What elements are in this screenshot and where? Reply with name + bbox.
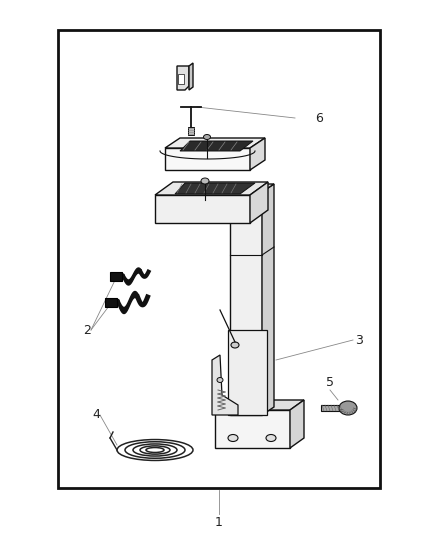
- Text: 4: 4: [92, 408, 100, 422]
- Ellipse shape: [217, 377, 223, 383]
- Polygon shape: [189, 63, 193, 90]
- Bar: [110, 272, 122, 281]
- Polygon shape: [175, 183, 255, 194]
- Polygon shape: [188, 127, 194, 135]
- Text: 6: 6: [315, 111, 323, 125]
- Polygon shape: [165, 138, 265, 148]
- Polygon shape: [180, 141, 253, 151]
- Polygon shape: [228, 330, 267, 415]
- Polygon shape: [290, 400, 304, 448]
- Polygon shape: [177, 66, 189, 90]
- Polygon shape: [215, 410, 290, 448]
- Ellipse shape: [204, 134, 211, 140]
- Polygon shape: [262, 184, 274, 415]
- Bar: [321, 405, 343, 411]
- Text: 1: 1: [215, 515, 223, 529]
- Polygon shape: [215, 400, 304, 410]
- Polygon shape: [165, 148, 250, 170]
- Polygon shape: [230, 184, 274, 192]
- Polygon shape: [230, 192, 262, 415]
- Text: 5: 5: [326, 376, 334, 389]
- Polygon shape: [250, 182, 268, 223]
- Polygon shape: [250, 138, 265, 170]
- Text: 3: 3: [355, 334, 363, 346]
- Polygon shape: [155, 195, 250, 223]
- Ellipse shape: [339, 401, 357, 415]
- Polygon shape: [178, 74, 184, 84]
- Polygon shape: [212, 355, 238, 415]
- Polygon shape: [155, 182, 268, 195]
- Bar: [58, 30, 380, 488]
- Ellipse shape: [201, 178, 209, 184]
- Ellipse shape: [266, 434, 276, 441]
- Ellipse shape: [231, 342, 239, 348]
- Bar: [105, 298, 117, 307]
- Text: 2: 2: [83, 324, 91, 336]
- Ellipse shape: [228, 434, 238, 441]
